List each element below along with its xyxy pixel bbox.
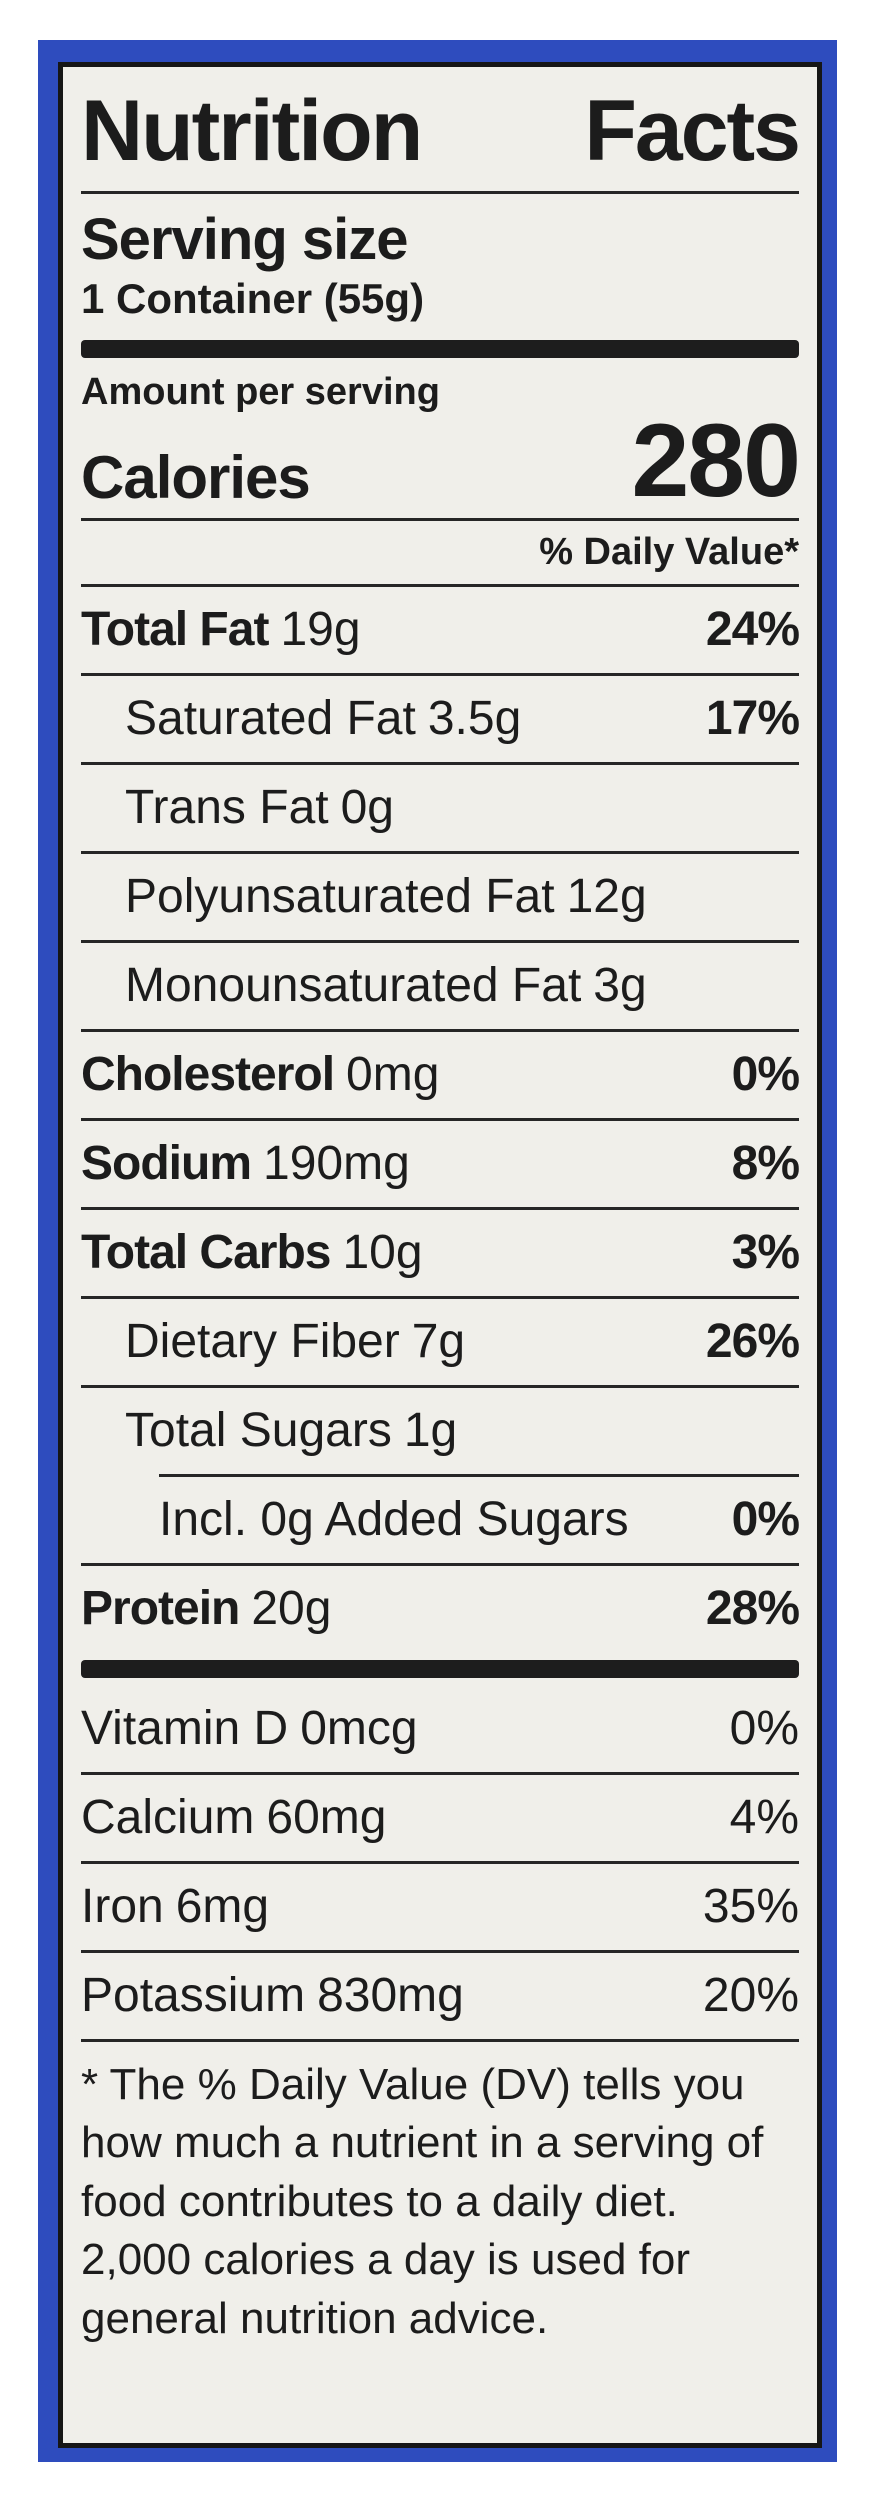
daily-value-header: % Daily Value* — [539, 530, 799, 573]
nutrient-amount: 0g — [340, 780, 394, 834]
nutrient-name: Sodium — [81, 1136, 252, 1190]
nutrient-amount: 0mcg — [300, 1701, 418, 1755]
nutrient-name: Cholesterol — [81, 1047, 335, 1101]
daily-value-percent: 3% — [731, 1225, 800, 1279]
nutrient-row: Saturated Fat 3.5g 17% — [81, 676, 800, 762]
daily-value-percent: 17% — [705, 691, 800, 745]
nutrient-row: Polyunsaturated Fat 12g — [81, 854, 799, 940]
nutrient-name: Total Carbs — [81, 1225, 331, 1279]
serving-size-value: 1 Container (55g) — [81, 275, 425, 323]
nutrient-row: Potassium 830mg 20% — [81, 1953, 799, 2039]
amount-per-serving-label: Amount per serving — [81, 371, 440, 414]
daily-value-percent: 0% — [731, 1492, 800, 1546]
nutrient-amount: 19g — [280, 602, 361, 656]
blue-frame: Nutrition Facts Serving size 1 Container… — [38, 40, 837, 2462]
nutrient-row: Total Fat 19g 24% — [81, 587, 800, 673]
divider — [81, 2038, 799, 2042]
nutrient-row: Calcium 60mg 4% — [81, 1775, 799, 1861]
nutrient-row: Protein 20g 28% — [81, 1566, 800, 1652]
serving-size-heading: Serving size — [81, 207, 408, 273]
nutrient-name: Iron — [81, 1879, 164, 1933]
nutrient-name: Incl. 0g Added Sugars — [159, 1492, 629, 1546]
label-title: Nutrition Facts — [81, 83, 801, 179]
nutrient-name: Total Fat — [81, 602, 269, 656]
nutrient-row: Monounsaturated Fat 3g — [81, 943, 799, 1029]
daily-value-percent: 20% — [702, 1968, 799, 2022]
nutrient-amount: 10g — [342, 1225, 423, 1279]
nutrient-row: Cholesterol 0mg 0% — [81, 1032, 800, 1118]
nutrient-amount: 3.5g — [427, 691, 522, 745]
nutrient-name: Monounsaturated Fat — [125, 958, 582, 1012]
nutrient-rows: Total Fat 19g 24% Saturated Fat 3.5g 17% Trans… — [81, 587, 800, 1652]
calories-row: Calories 280 — [81, 403, 801, 520]
nutrient-name: Saturated Fat — [125, 691, 416, 745]
nutrient-name: Calcium — [81, 1790, 255, 1844]
nutrient-row: Incl. 0g Added Sugars 0% — [81, 1477, 800, 1563]
daily-value-footnote: * The % Daily Value (DV) tells you how m… — [81, 2059, 764, 2343]
daily-value-percent: 8% — [731, 1136, 800, 1190]
nutrient-name: Protein — [81, 1581, 240, 1635]
nutrient-row: Sodium 190mg 8% — [81, 1121, 800, 1207]
nutrient-amount: 0mg — [346, 1047, 440, 1101]
thick-bar — [81, 340, 799, 359]
daily-value-percent: 35% — [702, 1879, 799, 1933]
nutrient-amount: 6mg — [175, 1879, 270, 1933]
daily-value-percent: 28% — [705, 1581, 800, 1635]
divider — [81, 1771, 799, 1775]
divider — [81, 1384, 799, 1388]
divider — [81, 1295, 799, 1299]
nutrient-row: Total Sugars 1g — [81, 1388, 799, 1474]
nutrient-row: Trans Fat 0g — [81, 765, 799, 851]
nutrient-amount: 60mg — [266, 1790, 387, 1844]
divider — [81, 939, 799, 943]
daily-value-percent: 26% — [705, 1314, 800, 1368]
nutrient-row: Dietary Fiber 7g 26% — [81, 1299, 800, 1385]
divider — [81, 761, 799, 765]
divider — [81, 1949, 799, 1953]
divider — [81, 1860, 799, 1864]
divider — [81, 191, 799, 195]
nutrient-row: Iron 6mg 35% — [81, 1864, 799, 1950]
divider — [81, 1028, 799, 1032]
divider — [81, 1206, 799, 1210]
calories-label: Calories — [81, 443, 311, 511]
daily-value-percent: 4% — [729, 1790, 799, 1844]
daily-value-percent: 0% — [729, 1701, 799, 1755]
nutrient-name: Trans Fat — [125, 780, 329, 834]
nutrient-name: Polyunsaturated Fat — [125, 869, 555, 923]
nutrient-amount: 3g — [593, 958, 647, 1012]
daily-value-percent: 0% — [731, 1047, 800, 1101]
nutrient-name: Vitamin D — [81, 1701, 289, 1755]
divider — [159, 1473, 799, 1477]
nutrient-row: Vitamin D 0mcg 0% — [81, 1686, 799, 1772]
nutrient-name: Total Sugars — [125, 1403, 392, 1457]
daily-value-percent: 24% — [705, 602, 800, 656]
nutrient-row: Total Carbs 10g 3% — [81, 1210, 800, 1296]
vitamin-rows: Vitamin D 0mcg 0% Calcium 60mg 4% Iron 6mg 35% Po… — [81, 1686, 799, 2039]
nutrient-amount: 830mg — [317, 1968, 464, 2022]
nutrient-amount: 7g — [411, 1314, 466, 1368]
divider — [81, 850, 799, 854]
divider — [81, 672, 799, 676]
nutrient-amount: 12g — [566, 869, 647, 923]
calories-value: 280 — [631, 403, 801, 520]
nutrition-facts-label: Nutrition Facts Serving size 1 Container… — [58, 62, 822, 2448]
nutrient-amount: 190mg — [263, 1136, 410, 1190]
divider — [81, 517, 799, 521]
divider — [81, 583, 799, 587]
divider — [81, 1117, 799, 1121]
nutrient-name: Dietary Fiber — [125, 1314, 400, 1368]
thick-bar — [81, 1659, 799, 1678]
nutrient-name: Potassium — [81, 1968, 306, 2022]
nutrient-amount: 1g — [403, 1403, 458, 1457]
nutrient-amount: 20g — [251, 1581, 332, 1635]
divider — [81, 1562, 799, 1566]
